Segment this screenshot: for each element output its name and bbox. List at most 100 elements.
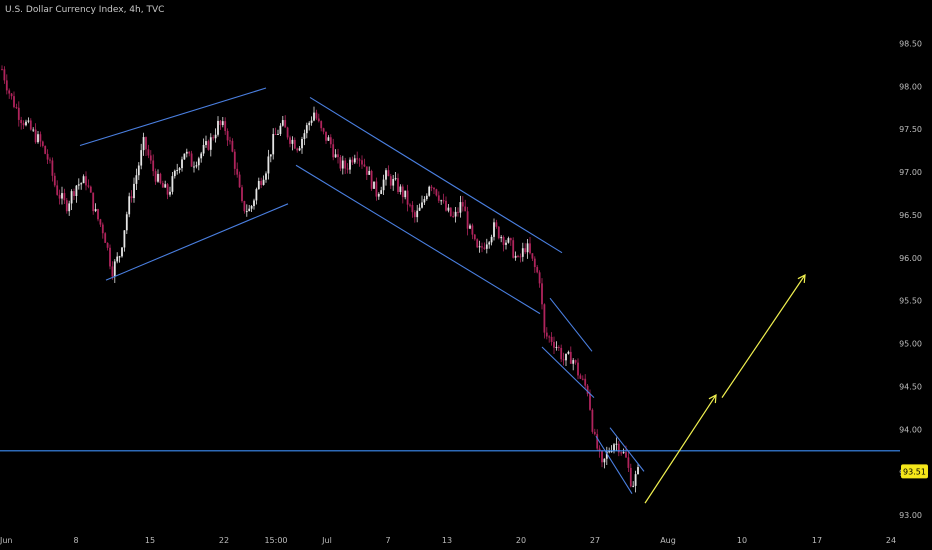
candle-body-35 bbox=[85, 176, 87, 186]
projection-arrowhead-1 bbox=[797, 273, 806, 284]
trendline-3 bbox=[295, 164, 541, 315]
candle-body-76 bbox=[183, 153, 186, 160]
candle-body-36 bbox=[87, 185, 90, 187]
candle-body-55 bbox=[133, 183, 135, 199]
candle-body-227 bbox=[545, 332, 548, 337]
time-tick-8: 20 bbox=[516, 536, 526, 545]
candle-body-153 bbox=[368, 170, 371, 175]
candle-body-109 bbox=[262, 179, 265, 185]
projection-arrow-1 bbox=[721, 274, 806, 398]
candle-body-62 bbox=[149, 155, 152, 161]
candle-body-195 bbox=[469, 225, 471, 229]
price-axis[interactable]: 98.50 98.00 97.50 97.00 96.50 96.00 95.50 95.00… bbox=[899, 39, 922, 520]
candle-body-258 bbox=[620, 452, 623, 454]
current-price-badge bbox=[901, 464, 928, 479]
candle-body-179 bbox=[430, 186, 433, 188]
candle-body-151 bbox=[363, 164, 366, 167]
time-axis[interactable]: Jun 8 15 22 15:00 Jul 7 13 20 27 Aug 10 17 24 bbox=[0, 536, 896, 545]
candle-body-96 bbox=[231, 140, 234, 152]
candle-body-33 bbox=[80, 183, 83, 185]
candle-body-40 bbox=[97, 209, 99, 220]
candle-body-126 bbox=[303, 133, 306, 139]
candle-body-200 bbox=[481, 246, 483, 248]
candle-body-135 bbox=[325, 131, 327, 141]
candle-body-65 bbox=[157, 173, 159, 182]
candle-body-131 bbox=[315, 112, 318, 119]
candle-body-57 bbox=[137, 165, 140, 176]
candle-body-243 bbox=[584, 378, 587, 386]
candle-body-159 bbox=[382, 179, 385, 191]
price-tick-2: 97.50 bbox=[899, 125, 922, 134]
price-tick-4: 96.50 bbox=[899, 211, 922, 220]
candle-body-232 bbox=[557, 346, 560, 348]
candle-body-183 bbox=[440, 200, 443, 202]
candle-body-48 bbox=[116, 256, 119, 262]
candles-layer bbox=[1, 65, 639, 493]
candle-body-80 bbox=[193, 166, 195, 168]
candle-body-158 bbox=[380, 190, 383, 194]
candle-body-69 bbox=[166, 184, 169, 195]
candle-body-237 bbox=[569, 351, 572, 364]
candle-body-73 bbox=[176, 170, 179, 172]
candle-body-145 bbox=[349, 159, 351, 170]
candle-body-201 bbox=[483, 247, 486, 249]
candle-body-0 bbox=[1, 69, 3, 71]
candle-body-44 bbox=[106, 242, 109, 248]
candle-body-242 bbox=[581, 378, 584, 380]
candle-body-259 bbox=[622, 452, 625, 454]
candle-body-72 bbox=[173, 170, 176, 177]
candle-body-9 bbox=[22, 123, 25, 126]
candle-body-105 bbox=[253, 200, 255, 207]
candle-body-15 bbox=[37, 134, 39, 143]
candle-body-138 bbox=[332, 144, 335, 158]
candle-body-209 bbox=[502, 236, 505, 245]
candle-body-100 bbox=[241, 187, 243, 202]
candle-body-212 bbox=[509, 238, 512, 241]
price-tick-6: 95.50 bbox=[899, 297, 922, 306]
time-tick-2: 15 bbox=[145, 536, 155, 545]
candle-body-53 bbox=[128, 196, 131, 215]
candle-body-20 bbox=[49, 159, 51, 161]
candle-body-11 bbox=[27, 120, 30, 122]
candle-body-64 bbox=[154, 171, 157, 182]
candle-body-181 bbox=[435, 189, 438, 196]
projection-arrowhead-0 bbox=[708, 394, 717, 404]
candle-body-263 bbox=[632, 485, 635, 487]
candle-body-146 bbox=[351, 159, 354, 163]
candle-body-66 bbox=[159, 173, 162, 183]
candle-body-265 bbox=[637, 467, 639, 475]
candle-body-205 bbox=[493, 222, 495, 237]
candle-body-1 bbox=[3, 69, 6, 81]
candle-body-3 bbox=[8, 90, 11, 94]
candle-body-38 bbox=[92, 192, 95, 212]
candle-body-63 bbox=[152, 160, 155, 172]
candle-body-247 bbox=[593, 431, 596, 435]
candle-body-161 bbox=[387, 170, 390, 177]
trendline-5 bbox=[541, 346, 595, 399]
candle-body-92 bbox=[221, 121, 224, 126]
candle-body-226 bbox=[543, 304, 546, 333]
candle-body-97 bbox=[233, 151, 236, 169]
candle-body-176 bbox=[423, 199, 426, 203]
candle-body-198 bbox=[476, 239, 479, 248]
candle-body-37 bbox=[89, 186, 92, 193]
candle-body-102 bbox=[245, 211, 248, 213]
candle-body-85 bbox=[205, 141, 207, 145]
time-tick-12: 17 bbox=[812, 536, 822, 545]
candle-body-253 bbox=[608, 451, 611, 453]
candle-body-8 bbox=[20, 119, 23, 124]
candle-body-148 bbox=[356, 158, 359, 160]
candle-body-196 bbox=[471, 225, 474, 235]
candle-body-41 bbox=[99, 219, 102, 225]
candle-body-127 bbox=[305, 125, 308, 134]
candle-body-140 bbox=[337, 154, 339, 158]
candle-body-93 bbox=[224, 121, 227, 132]
candle-body-95 bbox=[229, 140, 231, 142]
candle-body-67 bbox=[161, 182, 164, 188]
candle-body-241 bbox=[579, 375, 582, 379]
candle-body-120 bbox=[289, 137, 291, 144]
candle-body-6 bbox=[15, 107, 18, 109]
candle-body-112 bbox=[269, 154, 272, 157]
